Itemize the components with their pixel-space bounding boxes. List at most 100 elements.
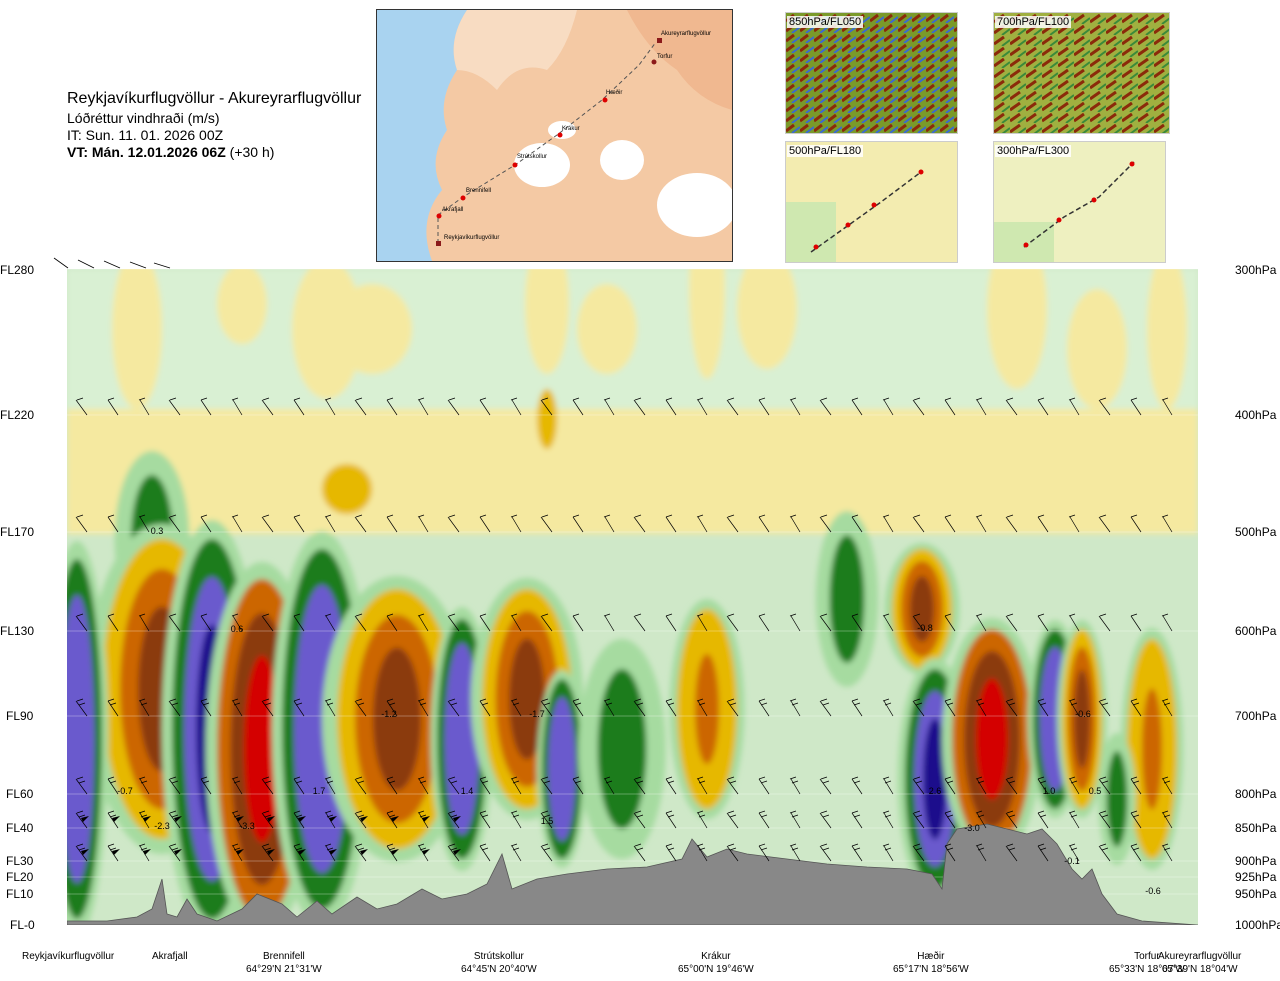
wind-barb xyxy=(726,613,739,632)
wind-barb-feather xyxy=(262,843,270,847)
wind-barb-shaft xyxy=(819,845,832,862)
wind-barb-feather xyxy=(109,814,117,818)
contour-band xyxy=(1142,688,1162,810)
wind-barb-feather xyxy=(510,698,518,702)
wind-barb-feather xyxy=(667,702,675,706)
wind-barb-feather xyxy=(231,514,239,518)
wind-barb-feather xyxy=(820,810,828,814)
location-coord: 64°29'N 21°31'W xyxy=(246,964,322,975)
wind-barb-feather xyxy=(231,397,239,401)
wind-barb-feather xyxy=(448,776,456,780)
wind-barb-pennant xyxy=(298,816,306,822)
wind-barb-feather xyxy=(789,776,797,780)
wind-barb xyxy=(293,397,305,416)
wind-barb-feather xyxy=(109,780,117,784)
wind-barb xyxy=(819,514,832,533)
wind-barb-feather xyxy=(1068,698,1076,702)
wind-barb-feather xyxy=(76,776,84,780)
wind-barb xyxy=(386,698,398,717)
wind-barb-shaft xyxy=(1162,615,1173,632)
wind-barb-feather xyxy=(1130,698,1138,702)
wind-barb-feather xyxy=(946,847,954,851)
wind-barb-shaft xyxy=(726,615,739,632)
wind-barb xyxy=(851,613,863,632)
issue-time: IT: Sun. 11. 01. 2026 00Z xyxy=(67,127,224,143)
wind-barb-shaft xyxy=(883,778,894,795)
wind-barb-shaft xyxy=(325,516,336,533)
thumbnail-700hpa[interactable]: 700hPa/FL100 xyxy=(993,12,1170,134)
wind-barb-shaft xyxy=(418,778,429,795)
wind-barb-feather xyxy=(574,702,582,706)
wind-barb-shaft xyxy=(232,778,243,795)
wind-barb-feather xyxy=(417,843,425,847)
wind-barb-shaft xyxy=(633,399,646,416)
contour-band xyxy=(322,464,372,514)
wind-barb-feather xyxy=(109,702,117,706)
wind-barb-feather xyxy=(727,397,735,401)
wind-barb-feather xyxy=(140,814,148,818)
wind-barb-feather xyxy=(169,397,177,401)
wind-barb-feather xyxy=(138,698,146,702)
wind-barb xyxy=(1037,397,1049,416)
wind-barb-shaft xyxy=(386,399,398,416)
wind-barb-feather xyxy=(975,776,983,780)
contour-band xyxy=(1147,249,1187,409)
wind-barb xyxy=(293,698,305,717)
wind-barb-feather xyxy=(789,843,797,847)
wind-barb-feather xyxy=(202,702,210,706)
wind-barb xyxy=(882,514,894,533)
wind-barb-feather xyxy=(1130,776,1138,780)
wind-barb-feather xyxy=(448,843,456,847)
cross-section-plot: 0.3 0.6 -0.7 -2.3 -3.3 1.7 -1.2 1.4 1.5 -1.7 -0.8 2… xyxy=(45,199,1199,938)
wind-barb-shaft xyxy=(325,778,336,795)
wind-barb-shaft xyxy=(540,615,553,632)
wind-barb xyxy=(1037,776,1049,795)
thumbnail-300hpa[interactable]: 300hPa/FL300 xyxy=(993,141,1166,263)
wind-barb-shaft xyxy=(139,778,150,795)
location-coord: 65°33'N 18°07'W xyxy=(1109,964,1185,975)
wind-barb-feather xyxy=(541,397,549,401)
wind-barb-feather xyxy=(293,698,301,702)
wind-barb xyxy=(75,613,88,632)
wind-barb-shaft xyxy=(665,399,677,416)
wind-barb xyxy=(944,776,956,795)
wind-barb-shaft xyxy=(819,615,832,632)
wind-barb-shaft xyxy=(665,778,677,795)
route-point-marker xyxy=(436,213,442,219)
route-point-marker xyxy=(1023,242,1029,248)
wind-barb xyxy=(1068,698,1080,717)
cross-section-svg: 0.3 0.6 -0.7 -2.3 -3.3 1.7 -1.2 1.4 1.5 -1.7 -0.8 2… xyxy=(45,199,1199,938)
wind-barb-feather xyxy=(295,847,303,851)
contour-band xyxy=(67,640,87,838)
route-point-marker xyxy=(460,195,466,201)
contour-band xyxy=(923,718,947,840)
wind-barb xyxy=(168,397,181,416)
wind-barb-shaft xyxy=(976,399,987,416)
wind-barb-feather xyxy=(233,702,241,706)
wind-barb xyxy=(138,613,150,632)
wind-barb xyxy=(1098,514,1111,533)
fl-label: FL40 xyxy=(6,821,34,835)
wind-barb-feather xyxy=(636,847,644,851)
wind-barb-shaft xyxy=(386,778,398,795)
contour-band xyxy=(554,719,570,819)
wind-barb-feather xyxy=(882,397,890,401)
contour-band xyxy=(695,654,719,764)
wind-barb-shaft xyxy=(697,615,708,632)
contour-band xyxy=(837,555,857,643)
thumbnail-500hpa[interactable]: 500hPa/FL180 xyxy=(785,141,958,263)
wind-barb xyxy=(540,514,553,533)
fl-label: FL90 xyxy=(6,709,34,723)
hpa-label: 800hPa xyxy=(1235,787,1277,801)
wind-barb xyxy=(107,843,120,862)
wind-barb-feather xyxy=(667,780,675,784)
wind-barb-feather xyxy=(1099,776,1107,780)
hpa-label: 950hPa xyxy=(1235,887,1277,901)
wind-barb-feather xyxy=(696,776,704,780)
thumbnail-850hpa[interactable]: 850hPa/FL050 xyxy=(785,12,958,134)
wind-barb xyxy=(912,810,925,829)
wind-barb-feather xyxy=(448,698,456,702)
wind-barb-feather xyxy=(264,847,272,851)
wind-barb-shaft xyxy=(883,812,894,829)
wind-barb-shaft xyxy=(232,399,243,416)
